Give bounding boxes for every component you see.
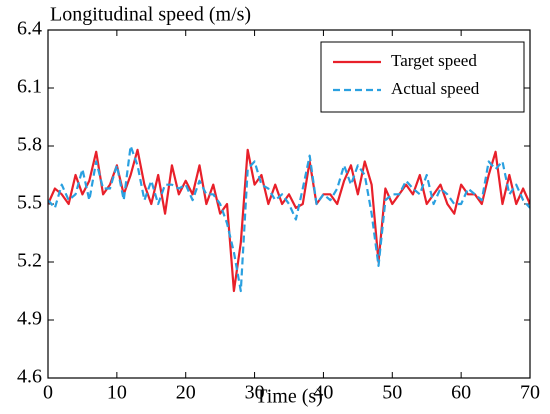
x-tick-label: 70 xyxy=(520,382,540,404)
y-tick-label: 5.2 xyxy=(17,250,42,272)
x-tick-label: 30 xyxy=(245,382,265,404)
x-tick-label: 60 xyxy=(451,382,471,404)
legend-label: Actual speed xyxy=(391,79,480,98)
plot-frame xyxy=(47,29,531,379)
y-tick-label: 6.4 xyxy=(17,18,42,40)
x-tick-label: 0 xyxy=(43,382,53,404)
series-line xyxy=(48,148,530,293)
y-tick-label: 5.5 xyxy=(17,192,42,214)
y-tick-label: 4.9 xyxy=(17,308,42,330)
legend-box xyxy=(320,41,525,113)
x-tick-label: 40 xyxy=(313,382,333,404)
series-line xyxy=(48,144,530,293)
y-tick-label: 6.1 xyxy=(17,76,42,98)
legend-label: Target speed xyxy=(391,51,477,70)
x-tick-label: 20 xyxy=(176,382,196,404)
chart-title: Longitudinal speed (m/s) xyxy=(50,4,251,26)
y-tick-label: 4.6 xyxy=(17,366,42,388)
x-axis-label: Time (s) xyxy=(255,386,323,408)
x-tick-label: 10 xyxy=(107,382,127,404)
y-tick-label: 5.8 xyxy=(17,134,42,156)
x-tick-label: 50 xyxy=(382,382,402,404)
